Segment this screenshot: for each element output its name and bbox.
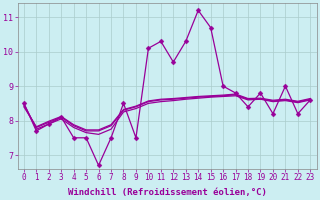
X-axis label: Windchill (Refroidissement éolien,°C): Windchill (Refroidissement éolien,°C) (68, 188, 267, 197)
